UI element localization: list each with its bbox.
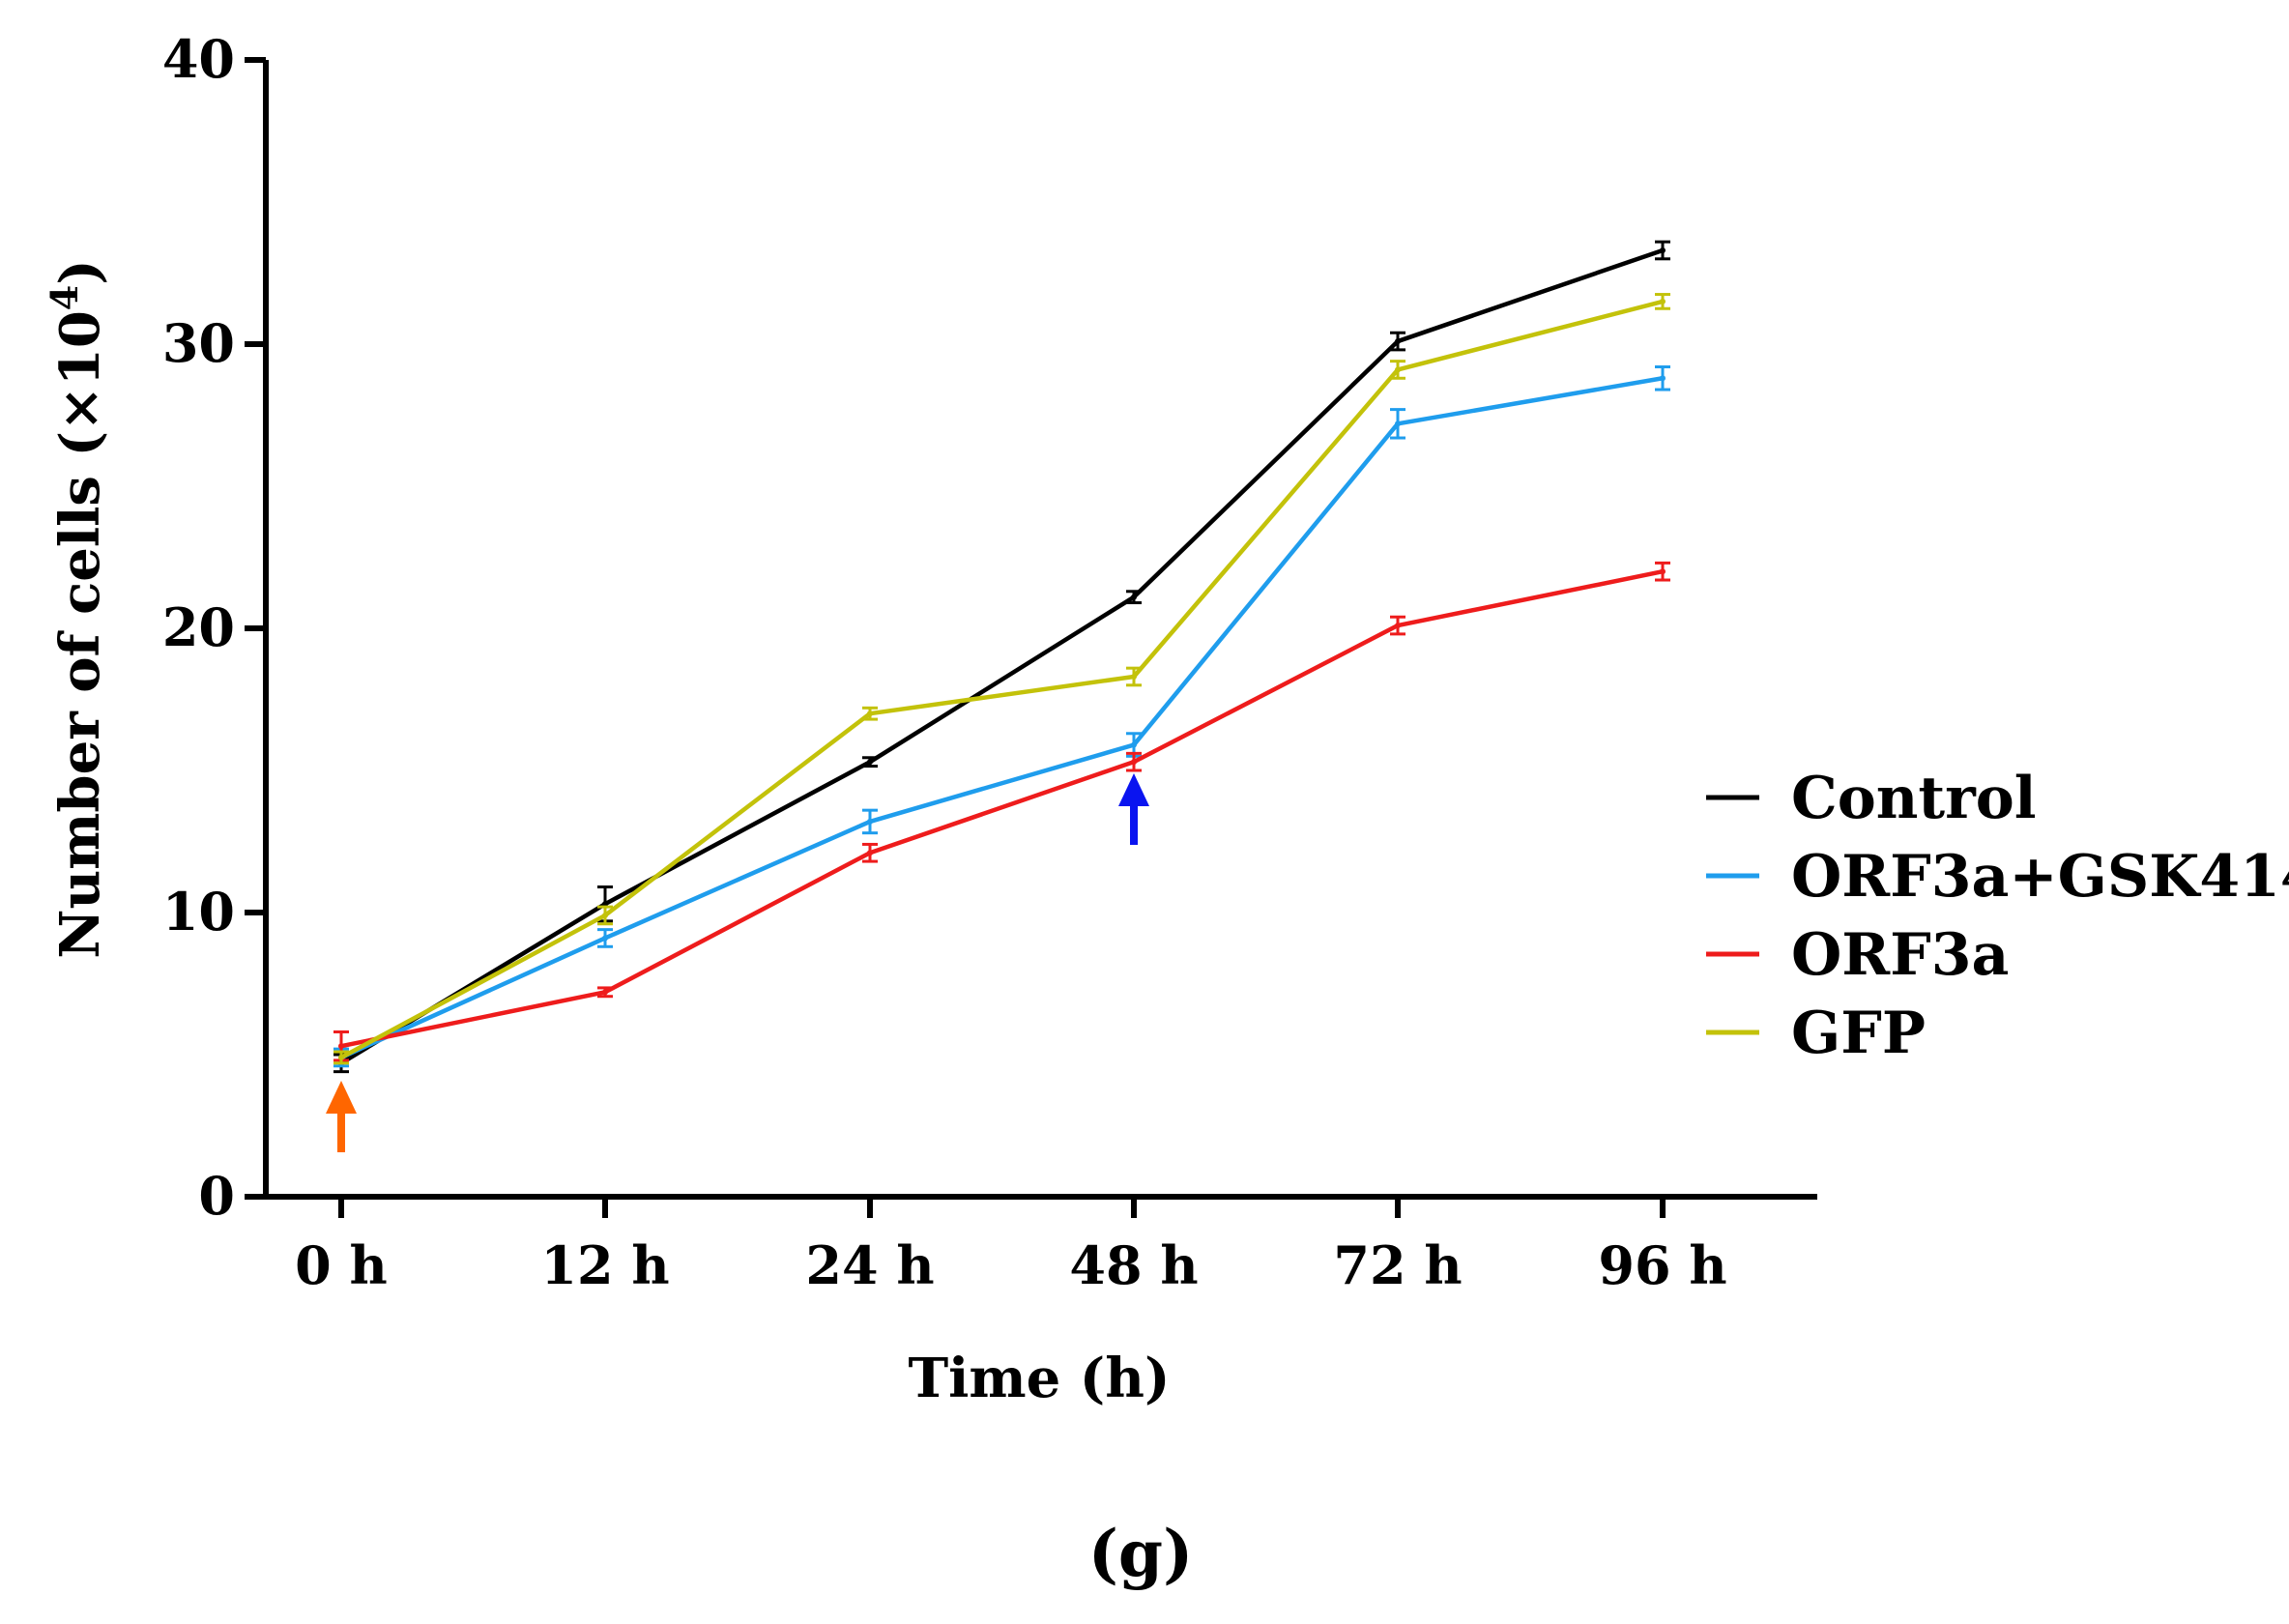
y-tick-label: 0 bbox=[198, 1165, 235, 1227]
y-tick-label: 10 bbox=[162, 881, 235, 942]
y-axis-title: Number of cells (×104) bbox=[43, 259, 112, 958]
data-point bbox=[1395, 420, 1401, 427]
arrow-annotation bbox=[1118, 773, 1149, 845]
data-point bbox=[602, 989, 608, 996]
data-point bbox=[602, 912, 608, 918]
x-axis-ticks: 0 h 12 h 24 h 48 h 72 h 96 h bbox=[295, 1197, 1727, 1296]
legend: Control ORF3a+GSK414 ORF3a GFP bbox=[1706, 765, 2289, 1067]
data-point bbox=[1660, 298, 1666, 304]
legend-label: ORF3a bbox=[1791, 921, 2009, 989]
series-line bbox=[338, 299, 1666, 1060]
data-point bbox=[1395, 623, 1401, 629]
series-orf3a bbox=[333, 561, 1670, 1062]
legend-entry: ORF3a+GSK414 bbox=[1706, 843, 2289, 911]
data-point bbox=[338, 1043, 344, 1050]
data-point bbox=[602, 935, 608, 942]
arrow-head bbox=[1118, 773, 1149, 806]
x-tick-label: 72 h bbox=[1333, 1234, 1462, 1296]
legend-label: ORF3a+GSK414 bbox=[1791, 843, 2289, 911]
y-axis-title-close: ) bbox=[48, 259, 112, 285]
x-tick-label: 12 h bbox=[540, 1234, 669, 1296]
data-point bbox=[338, 1054, 344, 1060]
data-point bbox=[1395, 338, 1401, 345]
data-point bbox=[1131, 673, 1137, 680]
data-point bbox=[1660, 246, 1666, 253]
data-point bbox=[1131, 741, 1137, 748]
x-axis-title: Time (h) bbox=[908, 1347, 1170, 1410]
data-point bbox=[867, 818, 873, 825]
legend-entry: ORF3a bbox=[1706, 921, 2009, 989]
axes bbox=[263, 60, 1817, 1200]
series-line bbox=[338, 247, 1666, 1066]
legend-label: Control bbox=[1791, 765, 2037, 832]
y-axis-title-main: Number of cells (×10 bbox=[48, 310, 112, 959]
y-tick-label: 40 bbox=[162, 28, 235, 90]
data-point bbox=[867, 759, 873, 766]
x-tick-label: 0 h bbox=[295, 1234, 388, 1296]
series-line bbox=[338, 376, 1666, 1060]
y-axis-title-superscript: 4 bbox=[43, 285, 86, 310]
legend-entry: Control bbox=[1706, 765, 2037, 832]
data-point bbox=[867, 850, 873, 856]
data-point bbox=[1395, 366, 1401, 373]
panel-label: (g) bbox=[1088, 1516, 1194, 1591]
data-point bbox=[1131, 759, 1137, 766]
y-axis-ticks: 0 10 20 30 40 bbox=[162, 28, 266, 1227]
y-tick-label: 30 bbox=[162, 312, 235, 374]
arrow-head bbox=[326, 1081, 357, 1114]
x-tick-label: 96 h bbox=[1598, 1234, 1726, 1296]
data-point bbox=[867, 710, 873, 717]
data-point bbox=[1660, 568, 1666, 575]
legend-label: GFP bbox=[1791, 1000, 1926, 1067]
legend-entry: GFP bbox=[1706, 1000, 1926, 1067]
x-tick-label: 48 h bbox=[1069, 1234, 1198, 1296]
x-tick-label: 24 h bbox=[805, 1234, 934, 1296]
series-control bbox=[333, 240, 1670, 1074]
data-point bbox=[1660, 375, 1666, 382]
series-layer bbox=[333, 240, 1670, 1074]
series-gfp bbox=[333, 293, 1670, 1065]
data-point bbox=[1131, 594, 1137, 600]
arrow-annotation bbox=[326, 1081, 357, 1152]
series-line bbox=[338, 568, 1666, 1049]
annotation-layer bbox=[326, 773, 1149, 1152]
series-orf3a-gsk414 bbox=[333, 365, 1670, 1068]
y-tick-label: 20 bbox=[162, 596, 235, 658]
